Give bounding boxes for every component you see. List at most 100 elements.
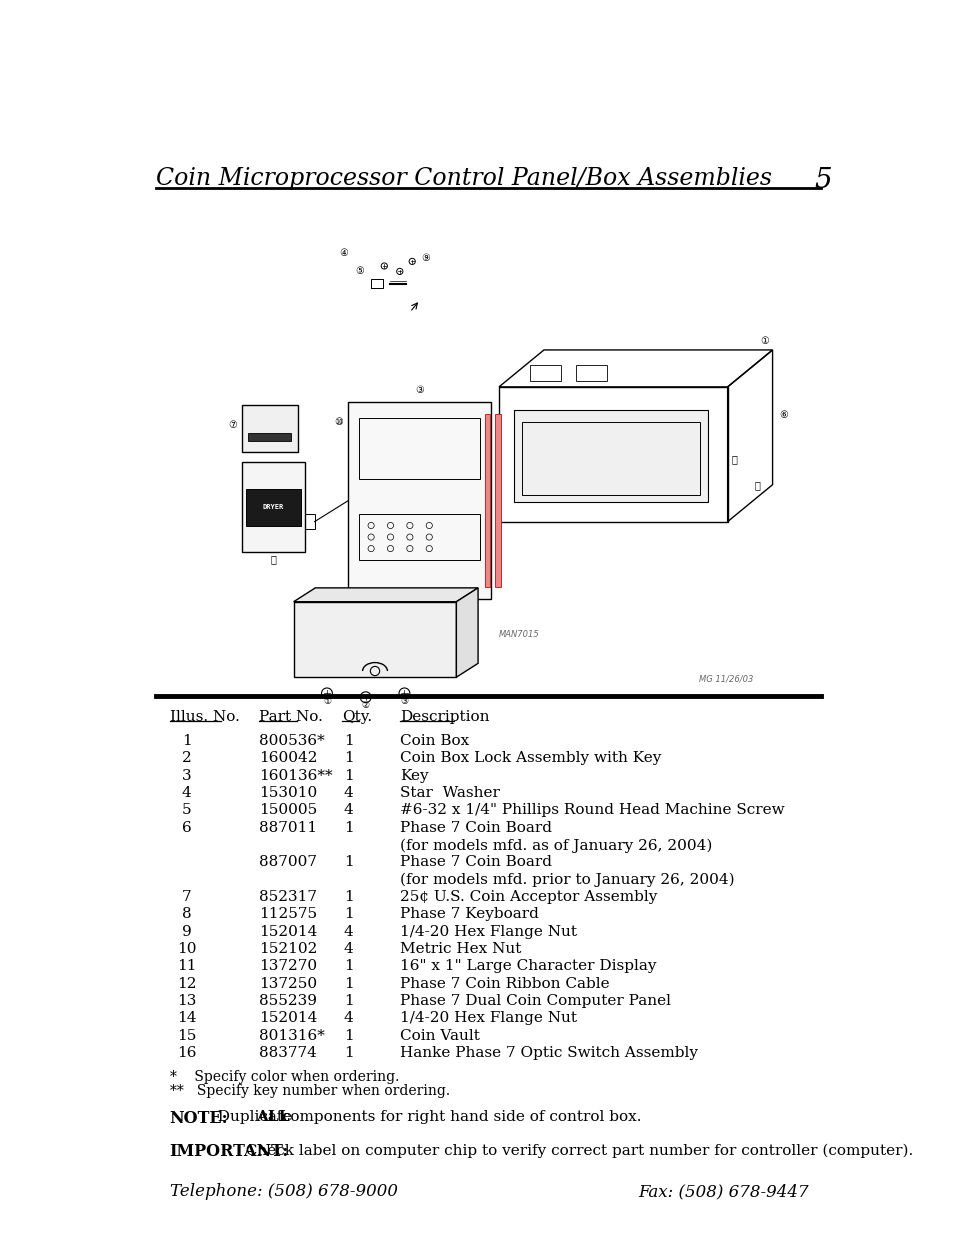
Text: 14: 14 [176, 1011, 196, 1025]
Text: 2: 2 [182, 751, 192, 766]
Text: Phase 7 Coin Board: Phase 7 Coin Board [399, 856, 551, 869]
Text: 1: 1 [343, 1046, 354, 1060]
Text: Coin Box Lock Assembly with Key: Coin Box Lock Assembly with Key [399, 751, 660, 766]
Text: 1: 1 [343, 960, 354, 973]
Polygon shape [294, 588, 477, 601]
Text: 11: 11 [176, 960, 196, 973]
Text: Part No.: Part No. [258, 710, 322, 724]
Text: **   Specify key number when ordering.: ** Specify key number when ordering. [170, 1084, 449, 1098]
Text: 13: 13 [177, 994, 196, 1008]
Text: ③: ③ [415, 385, 423, 395]
Text: 800536*: 800536* [258, 734, 324, 748]
Text: 3: 3 [182, 769, 192, 783]
Bar [530, 366, 560, 380]
Bar [241, 405, 297, 452]
Text: Check label on computer chip to verify correct part number for controller (compu: Check label on computer chip to verify c… [236, 1144, 913, 1158]
Text: Coin Microprocessor Control Panel/Box Assemblies: Coin Microprocessor Control Panel/Box As… [156, 168, 772, 190]
Text: 8: 8 [182, 908, 192, 921]
Text: #6-32 x 1/4" Phillips Round Head Machine Screw: #6-32 x 1/4" Phillips Round Head Machine… [399, 804, 783, 818]
Polygon shape [348, 403, 491, 599]
Text: 15: 15 [177, 1029, 196, 1042]
Text: Key: Key [399, 769, 428, 783]
Text: ①: ① [322, 697, 331, 706]
Text: ①: ① [760, 336, 768, 346]
Text: 1: 1 [343, 821, 354, 835]
Text: ⑫: ⑫ [754, 480, 760, 490]
Text: 5: 5 [182, 804, 192, 818]
Text: ⑥: ⑥ [778, 410, 786, 420]
Text: 6: 6 [182, 821, 192, 835]
Text: ⑤: ⑤ [355, 266, 363, 275]
Text: 153010: 153010 [258, 787, 316, 800]
Text: 1: 1 [343, 1029, 354, 1042]
Text: 1: 1 [343, 890, 354, 904]
Text: ⑩: ⑩ [334, 417, 342, 427]
Text: *    Specify color when ordering.: * Specify color when ordering. [170, 1070, 398, 1083]
Text: 1: 1 [343, 734, 354, 748]
Text: 160042: 160042 [258, 751, 317, 766]
Text: 1: 1 [343, 856, 354, 869]
Text: 1: 1 [343, 977, 354, 990]
Text: 152014: 152014 [258, 1011, 316, 1025]
Text: 16: 16 [176, 1046, 196, 1060]
Text: 160136**: 160136** [258, 769, 332, 783]
Text: Duplicate: Duplicate [208, 1109, 297, 1124]
Bar [246, 489, 300, 526]
Bar [241, 462, 305, 552]
Text: Qty.: Qty. [342, 710, 373, 724]
Text: Illus. No.: Illus. No. [170, 710, 239, 724]
Text: 4: 4 [343, 804, 354, 818]
Text: Star  Washer: Star Washer [399, 787, 499, 800]
Bar [248, 433, 291, 441]
Polygon shape [294, 601, 456, 677]
Text: 1: 1 [182, 734, 192, 748]
Text: 5: 5 [814, 168, 831, 194]
Text: 1/4-20 Hex Flange Nut: 1/4-20 Hex Flange Nut [399, 1011, 577, 1025]
Text: 4: 4 [182, 787, 192, 800]
Text: ⑦: ⑦ [228, 420, 236, 431]
Text: 152102: 152102 [258, 942, 316, 956]
Text: 137250: 137250 [258, 977, 316, 990]
Text: 1/4-20 Hex Flange Nut: 1/4-20 Hex Flange Nut [399, 925, 577, 939]
Text: 9: 9 [182, 925, 192, 939]
Bar [359, 417, 479, 479]
Text: ⑪: ⑪ [271, 553, 276, 563]
Text: 152014: 152014 [258, 925, 316, 939]
Text: ALL: ALL [256, 1109, 290, 1124]
Text: MG 11/26/03: MG 11/26/03 [699, 674, 753, 684]
Text: 4: 4 [343, 1011, 354, 1025]
Text: 883774: 883774 [258, 1046, 316, 1060]
Text: 4: 4 [343, 925, 354, 939]
Polygon shape [456, 588, 477, 677]
Text: ③: ③ [400, 697, 408, 706]
Bar [521, 421, 700, 495]
Text: 801316*: 801316* [258, 1029, 324, 1042]
Bar [484, 414, 490, 587]
Text: components for right hand side of control box.: components for right hand side of contro… [276, 1109, 640, 1124]
Text: ⑨: ⑨ [420, 253, 429, 263]
Text: ⑮: ⑮ [731, 454, 737, 464]
Text: 852317: 852317 [258, 890, 316, 904]
Text: 4: 4 [343, 787, 354, 800]
Text: 25¢ U.S. Coin Acceptor Assembly: 25¢ U.S. Coin Acceptor Assembly [399, 890, 657, 904]
Text: 16" x 1" Large Character Display: 16" x 1" Large Character Display [399, 960, 656, 973]
Text: 1: 1 [343, 751, 354, 766]
Text: Fax: (508) 678-9447: Fax: (508) 678-9447 [638, 1183, 808, 1200]
Bar [576, 366, 607, 380]
Text: Hanke Phase 7 Optic Switch Assembly: Hanke Phase 7 Optic Switch Assembly [399, 1046, 697, 1060]
Text: Coin Box: Coin Box [399, 734, 469, 748]
Text: Telephone: (508) 678-9000: Telephone: (508) 678-9000 [170, 1183, 397, 1200]
Text: MAN7015: MAN7015 [498, 630, 539, 640]
Text: 855239: 855239 [258, 994, 316, 1008]
Text: Coin Vault: Coin Vault [399, 1029, 479, 1042]
Text: Metric Hex Nut: Metric Hex Nut [399, 942, 520, 956]
Bar [359, 514, 479, 561]
Text: 1: 1 [343, 994, 354, 1008]
Text: 1: 1 [343, 908, 354, 921]
Text: 4: 4 [343, 942, 354, 956]
Text: 10: 10 [176, 942, 196, 956]
Text: 887007: 887007 [258, 856, 316, 869]
Text: (for models mfd. as of January 26, 2004): (for models mfd. as of January 26, 2004) [399, 839, 712, 852]
Text: Phase 7 Keyboard: Phase 7 Keyboard [399, 908, 538, 921]
Bar [514, 410, 707, 503]
